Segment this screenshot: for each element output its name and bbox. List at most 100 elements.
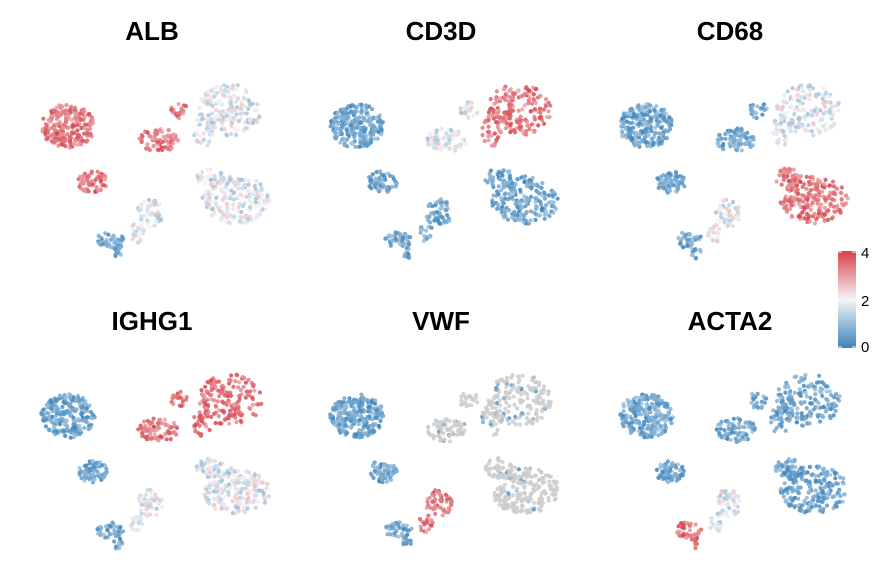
cell-point [511, 478, 516, 484]
cell-point [235, 499, 240, 504]
cell-point [78, 117, 84, 122]
cell-point [425, 136, 430, 141]
cell-point [462, 428, 467, 433]
cell-point [362, 142, 368, 147]
cell-point [176, 116, 182, 121]
cell-point [118, 237, 123, 242]
cell-point [63, 138, 68, 143]
cell-point [46, 427, 52, 432]
cell-point [500, 459, 505, 465]
cell-point [229, 373, 234, 378]
cell-point [199, 140, 204, 146]
cell-point [246, 182, 251, 187]
cell-point [706, 233, 711, 238]
cell-point [357, 418, 362, 423]
cell-point [73, 409, 78, 414]
cell-point [447, 146, 452, 151]
cell-point [156, 148, 161, 153]
cell-point [85, 131, 90, 136]
cell-point [509, 96, 514, 101]
cell-point [171, 402, 176, 407]
cell-point [244, 89, 249, 95]
cell-point [80, 418, 85, 423]
cell-point [527, 127, 532, 132]
cell-point [779, 182, 784, 187]
cell-point [335, 127, 340, 132]
cell-point [655, 394, 660, 399]
cell-point [358, 120, 363, 125]
cell-point [112, 246, 117, 251]
cell-point [448, 128, 453, 133]
cell-point [155, 421, 160, 426]
cell-point [808, 188, 813, 193]
cell-point [443, 138, 448, 143]
cell-point [388, 241, 393, 246]
cell-point [203, 461, 208, 466]
cell-point [649, 128, 654, 134]
cell-point [533, 87, 538, 92]
cell-point [378, 418, 383, 424]
cell-point [652, 108, 657, 113]
cell-point [501, 396, 506, 401]
cell-point [518, 215, 524, 220]
cell-point [819, 116, 824, 121]
cell-point [546, 200, 551, 205]
cell-point [205, 167, 210, 172]
cell-point [155, 139, 161, 144]
cell-point [480, 125, 485, 130]
cell-point [820, 96, 825, 101]
cell-point [343, 108, 348, 113]
cell-point [328, 412, 333, 417]
cell-point [460, 105, 465, 111]
cell-point [87, 111, 92, 117]
cell-point [361, 135, 366, 140]
cell-point [814, 217, 819, 222]
cell-point [803, 117, 808, 122]
cell-point [237, 480, 242, 485]
cell-point [254, 498, 259, 503]
cell-point [506, 183, 511, 188]
cell-point [211, 503, 216, 508]
cell-point [503, 406, 508, 411]
cell-point [253, 493, 258, 498]
cell-point [54, 419, 59, 424]
cell-point [147, 436, 152, 441]
cell-point [649, 401, 655, 407]
cell-point [782, 93, 787, 98]
cell-point [511, 385, 516, 390]
cell-point [539, 415, 544, 421]
cell-point [218, 101, 223, 106]
cell-point [383, 236, 388, 241]
cell-point [334, 419, 339, 424]
cell-point [74, 398, 79, 403]
cell-point [449, 502, 454, 507]
cell-point [525, 396, 530, 401]
cell-point [77, 465, 82, 471]
cell-point [522, 180, 527, 185]
cell-point [506, 421, 512, 426]
cell-point [661, 185, 666, 190]
cell-point [624, 416, 629, 421]
cell-point [798, 179, 803, 184]
cell-point [251, 382, 256, 387]
cell-point [336, 410, 341, 415]
cell-point [208, 102, 213, 107]
cell-point [169, 146, 174, 151]
cell-point [523, 495, 528, 500]
cell-point [230, 511, 235, 516]
cell-point [369, 428, 374, 433]
cell-point [644, 102, 649, 107]
cell-point [439, 202, 444, 207]
cell-point [87, 466, 92, 471]
cell-point [246, 503, 251, 508]
cell-point [516, 467, 522, 472]
panel-title: ALB [125, 16, 178, 46]
cell-point [675, 476, 680, 481]
cell-point [405, 254, 410, 259]
cell-point [262, 500, 267, 505]
cell-point [660, 430, 665, 435]
cell-point [833, 102, 838, 107]
cell-point [172, 424, 178, 429]
cell-point [419, 528, 424, 533]
cell-point [205, 380, 210, 385]
